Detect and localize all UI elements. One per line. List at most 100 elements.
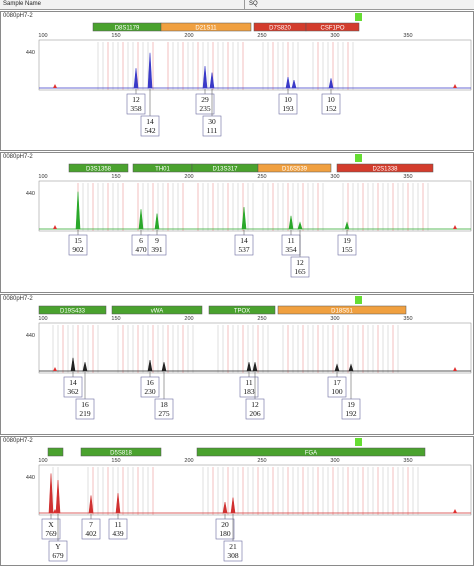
allele-call-box[interactable]	[202, 115, 222, 137]
electropherogram-panel: 0080pH7-2 D5S818 FGA 100 150 200 250 300 350 440 X…	[0, 436, 474, 566]
allele-call-box[interactable]	[245, 398, 265, 420]
allele-call-box[interactable]	[81, 518, 101, 540]
allele-height: 219	[79, 409, 91, 418]
allele-call-box[interactable]	[278, 93, 298, 115]
locus-marker[interactable]	[160, 22, 252, 32]
locus-marker[interactable]	[305, 22, 360, 32]
allele-height: 152	[325, 104, 337, 113]
allele-height: 206	[249, 409, 261, 418]
allele-height: 192	[345, 409, 357, 418]
header-divider	[244, 0, 245, 10]
panel-plot: D8S1179 D21S11 D7S820 CSF1PO 100 150 200 250 300…	[26, 13, 472, 137]
allele-number: 19	[343, 236, 351, 245]
allele-number: 10	[327, 95, 335, 104]
panel-plot: D19S433 vWA TPOX D18S51 100 150 200 250 300 350 44…	[26, 296, 472, 420]
allele-call-box[interactable]	[223, 540, 243, 562]
allele-call-box[interactable]	[215, 518, 235, 540]
panel-plot: D3S1358 TH01 D13S317 D16S539 D2S1338 100 150 20…	[26, 154, 472, 278]
locus-marker[interactable]	[196, 447, 426, 457]
sample-name-header: Sample Name	[3, 1, 42, 7]
status-indicator	[355, 296, 362, 304]
allele-call-box[interactable]	[239, 376, 259, 398]
x-tick-label: 200	[184, 174, 193, 180]
allele-call-box[interactable]	[337, 234, 357, 256]
locus-marker[interactable]	[257, 163, 332, 173]
allele-height: 542	[144, 126, 156, 135]
allele-peak	[88, 495, 94, 514]
allele-height: 769	[45, 529, 57, 538]
x-tick-label: 300	[330, 33, 339, 39]
allele-call-box[interactable]	[234, 234, 254, 256]
allele-number: Y	[55, 542, 61, 551]
locus-marker[interactable]	[336, 163, 434, 173]
allele-number: 11	[287, 236, 294, 245]
locus-marker[interactable]	[277, 305, 407, 315]
panel-sample-title: 0080pH7-2	[3, 438, 33, 444]
allele-number: 30	[208, 117, 216, 126]
allele-height: 235	[199, 104, 211, 113]
allele-number: 18	[160, 400, 168, 409]
allele-call-box[interactable]	[140, 376, 160, 398]
allele-call-box[interactable]	[63, 376, 83, 398]
allele-peak	[147, 359, 153, 372]
locus-marker[interactable]	[111, 305, 203, 315]
locus-marker[interactable]	[38, 305, 107, 315]
allele-call-box[interactable]	[41, 518, 61, 540]
allele-call-box[interactable]	[154, 398, 174, 420]
allele-call-box[interactable]	[126, 93, 146, 115]
allele-call-box[interactable]	[48, 540, 68, 562]
status-indicator	[355, 154, 362, 162]
allele-call-box[interactable]	[75, 398, 95, 420]
allele-call-box[interactable]	[108, 518, 128, 540]
allele-call-box[interactable]	[327, 376, 347, 398]
locus-marker[interactable]	[80, 447, 162, 457]
allele-height: 275	[158, 409, 170, 418]
locus-marker-label: TPOX	[234, 309, 250, 315]
allele-call-box[interactable]	[341, 398, 361, 420]
allele-number: 10	[284, 95, 292, 104]
locus-marker[interactable]	[47, 447, 64, 457]
allele-call-box[interactable]	[195, 93, 215, 115]
x-tick-label: 200	[184, 458, 193, 464]
x-tick-label: 150	[111, 458, 120, 464]
allele-peak	[334, 363, 340, 372]
locus-marker[interactable]	[208, 305, 276, 315]
allele-call-box[interactable]	[68, 234, 88, 256]
allele-call-box[interactable]	[147, 234, 167, 256]
stutter-marker	[453, 84, 457, 88]
allele-call-box[interactable]	[140, 115, 160, 137]
allele-height: 679	[52, 551, 64, 560]
locus-marker[interactable]	[68, 163, 129, 173]
panel-sample-title: 0080pH7-2	[3, 296, 33, 302]
allele-call-box[interactable]	[321, 93, 341, 115]
allele-call-box[interactable]	[290, 256, 310, 278]
sample-header-bar: Sample Name SQ	[0, 0, 474, 10]
